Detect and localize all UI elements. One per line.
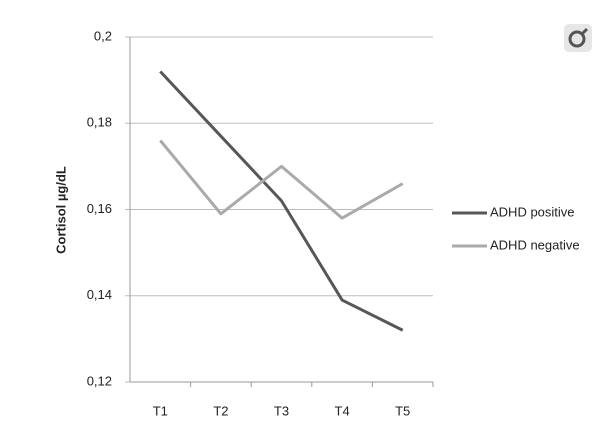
y-tick-label: 0,16 bbox=[87, 201, 112, 216]
x-tick-label: T3 bbox=[274, 403, 289, 418]
y-axis-label: Cortisol µg/dL bbox=[53, 166, 68, 254]
zoom-icon-handle[interactable] bbox=[580, 27, 589, 36]
y-tick-label: 0,14 bbox=[87, 287, 112, 302]
y-tick-label: 0,2 bbox=[94, 28, 112, 43]
x-tick-label: T5 bbox=[395, 403, 410, 418]
legend-label: ADHD positive bbox=[490, 204, 575, 219]
zoom-icon[interactable] bbox=[568, 30, 586, 48]
y-tick-label: 0,12 bbox=[87, 373, 112, 388]
legend-label: ADHD negative bbox=[490, 237, 580, 252]
x-tick-label: T2 bbox=[213, 403, 228, 418]
zoom-button-bg[interactable] bbox=[564, 24, 592, 52]
y-tick-label: 0,18 bbox=[87, 115, 112, 130]
x-tick-label: T1 bbox=[153, 403, 168, 418]
x-tick-label: T4 bbox=[335, 403, 350, 418]
zoom-button[interactable] bbox=[564, 24, 592, 52]
series-line bbox=[159, 70, 404, 332]
series-line bbox=[159, 139, 404, 220]
